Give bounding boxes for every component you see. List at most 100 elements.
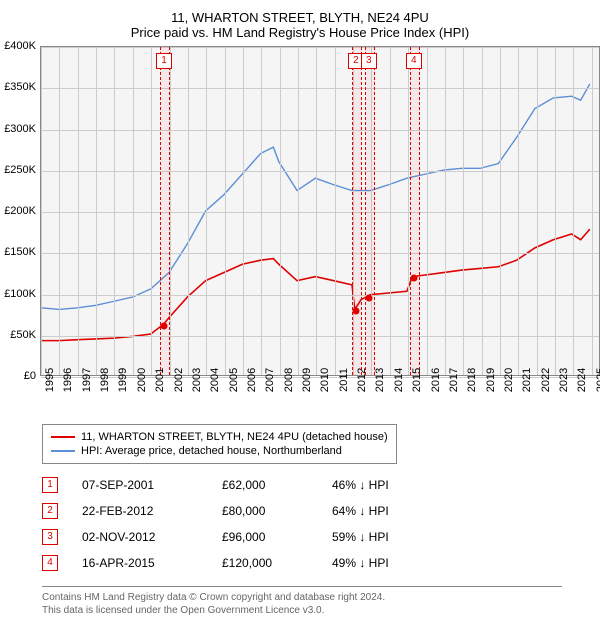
- y-tick-label: £150K: [4, 246, 36, 258]
- y-tick-label: £300K: [4, 123, 36, 135]
- series-hpi: [41, 84, 590, 310]
- event-row: 2 22-FEB-2012£80,00064% ↓ HPI: [42, 498, 600, 524]
- footer-attribution: Contains HM Land Registry data © Crown c…: [42, 586, 562, 617]
- x-tick-label: 2018: [466, 368, 478, 392]
- x-tick-label: 1998: [99, 368, 111, 392]
- gridline-vertical: [96, 47, 97, 375]
- gridline-vertical: [555, 47, 556, 375]
- price-point-dot: [410, 275, 417, 282]
- event-row: 3 02-NOV-2012£96,00059% ↓ HPI: [42, 524, 600, 550]
- gridline-vertical: [59, 47, 60, 375]
- x-tick-label: 2024: [576, 368, 588, 392]
- event-band: [365, 47, 375, 375]
- x-tick-label: 2005: [228, 368, 240, 392]
- y-tick-label: £250K: [4, 164, 36, 176]
- event-price: £120,000: [222, 556, 332, 570]
- legend-swatch-hpi: [51, 450, 75, 452]
- x-tick-label: 2014: [393, 368, 405, 392]
- gridline-vertical: [280, 47, 281, 375]
- x-tick-label: 2001: [154, 368, 166, 392]
- line-series-layer: [41, 47, 599, 375]
- gridline-vertical: [518, 47, 519, 375]
- x-tick-label: 2007: [264, 368, 276, 392]
- event-price: £96,000: [222, 530, 332, 544]
- x-tick-label: 1995: [44, 368, 56, 392]
- gridline-horizontal: [41, 130, 599, 131]
- gridline-vertical: [243, 47, 244, 375]
- x-tick-label: 2000: [136, 368, 148, 392]
- gridline-vertical: [445, 47, 446, 375]
- event-row: 416-APR-2015£120,00049% ↓ HPI: [42, 550, 600, 576]
- x-tick-label: 2025: [595, 368, 600, 392]
- gridline-vertical: [427, 47, 428, 375]
- legend-item-hpi: HPI: Average price, detached house, Nort…: [51, 444, 388, 458]
- gridline-vertical: [500, 47, 501, 375]
- event-delta: 59% ↓ HPI: [332, 530, 442, 544]
- event-date: 16-APR-2015: [82, 556, 222, 570]
- gridline-vertical: [573, 47, 574, 375]
- gridline-horizontal: [41, 253, 599, 254]
- gridline-vertical: [133, 47, 134, 375]
- gridline-vertical: [206, 47, 207, 375]
- plot-background: 1234: [40, 46, 600, 376]
- x-tick-label: 2019: [485, 368, 497, 392]
- y-tick-label: £200K: [4, 205, 36, 217]
- chart-plot-area: £0£50K£100K£150K£200K£250K£300K£350K£400…: [40, 46, 600, 376]
- gridline-vertical: [592, 47, 593, 375]
- gridline-vertical: [151, 47, 152, 375]
- event-delta: 46% ↓ HPI: [332, 478, 442, 492]
- gridline-horizontal: [41, 171, 599, 172]
- gridline-horizontal: [41, 47, 599, 48]
- price-point-dot: [352, 308, 359, 315]
- x-axis: 1995199619971998199920002001200220032004…: [40, 376, 600, 416]
- chart-subtitle: Price paid vs. HM Land Registry's House …: [0, 25, 600, 46]
- gridline-vertical: [463, 47, 464, 375]
- footer-line1: Contains HM Land Registry data © Crown c…: [42, 591, 562, 604]
- x-tick-label: 2022: [540, 368, 552, 392]
- gridline-vertical: [78, 47, 79, 375]
- x-tick-label: 2010: [319, 368, 331, 392]
- event-marker: 3: [361, 53, 377, 69]
- legend-item-property: 11, WHARTON STREET, BLYTH, NE24 4PU (det…: [51, 430, 388, 444]
- x-tick-label: 2012: [356, 368, 368, 392]
- event-date: 22-FEB-2012: [82, 504, 222, 518]
- event-price: £80,000: [222, 504, 332, 518]
- y-tick-label: £350K: [4, 81, 36, 93]
- event-band: [352, 47, 362, 375]
- gridline-vertical: [316, 47, 317, 375]
- x-tick-label: 2011: [338, 368, 350, 392]
- x-tick-label: 2020: [503, 368, 515, 392]
- footer-line2: This data is licensed under the Open Gov…: [42, 604, 562, 617]
- x-tick-label: 2015: [411, 368, 423, 392]
- x-tick-label: 1999: [117, 368, 129, 392]
- price-point-dot: [161, 322, 168, 329]
- gridline-vertical: [41, 47, 42, 375]
- gridline-vertical: [225, 47, 226, 375]
- gridline-horizontal: [41, 88, 599, 89]
- event-index-box: 3: [42, 529, 58, 545]
- x-tick-label: 2017: [448, 368, 460, 392]
- gridline-vertical: [261, 47, 262, 375]
- y-tick-label: £400K: [4, 40, 36, 52]
- event-delta: 64% ↓ HPI: [332, 504, 442, 518]
- x-tick-label: 2009: [301, 368, 313, 392]
- gridline-vertical: [390, 47, 391, 375]
- gridline-vertical: [537, 47, 538, 375]
- x-tick-label: 2003: [191, 368, 203, 392]
- event-band: [410, 47, 420, 375]
- event-index-box: 2: [42, 503, 58, 519]
- gridline-horizontal: [41, 336, 599, 337]
- event-date: 02-NOV-2012: [82, 530, 222, 544]
- gridline-horizontal: [41, 295, 599, 296]
- event-index-box: 4: [42, 555, 58, 571]
- series-property: [41, 229, 590, 341]
- gridline-vertical: [482, 47, 483, 375]
- x-tick-label: 1996: [62, 368, 74, 392]
- event-row: 107-SEP-2001£62,00046% ↓ HPI: [42, 472, 600, 498]
- events-table: 107-SEP-2001£62,00046% ↓ HPI 2 22-FEB-2012…: [42, 472, 600, 576]
- x-tick-label: 2021: [521, 368, 533, 392]
- y-tick-label: £50K: [10, 329, 36, 341]
- x-tick-label: 1997: [81, 368, 93, 392]
- event-marker: 4: [406, 53, 422, 69]
- x-tick-label: 2013: [374, 368, 386, 392]
